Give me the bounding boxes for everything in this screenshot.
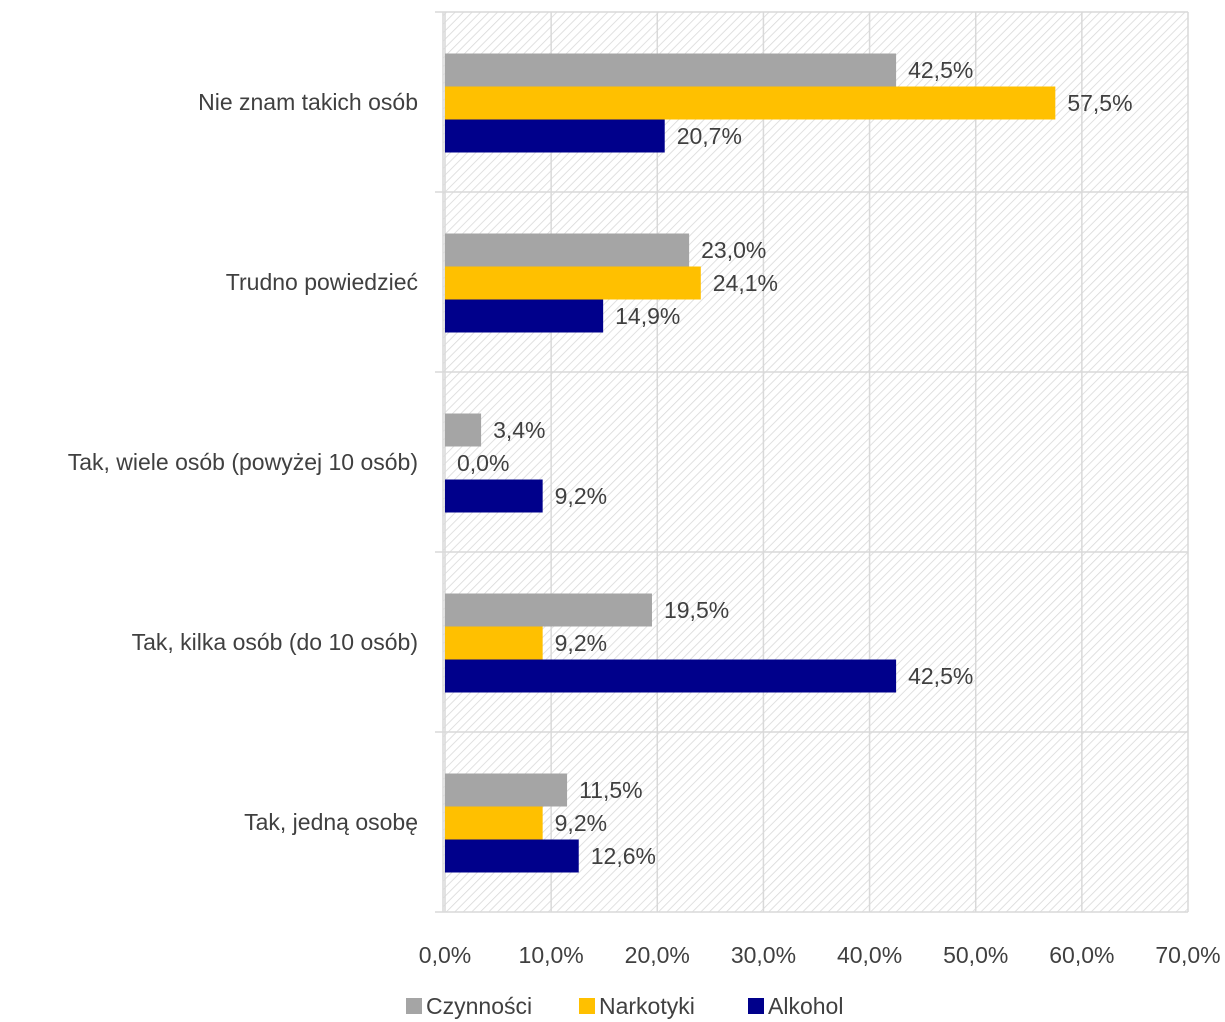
bar-narkotyki: [445, 626, 543, 660]
bar-czynności: [445, 593, 652, 627]
x-tick-label: 0,0%: [419, 942, 471, 968]
data-label: 11,5%: [579, 777, 643, 803]
data-label: 57,5%: [1067, 90, 1132, 116]
data-label: 12,6%: [591, 843, 656, 869]
plot-area: [443, 12, 1188, 912]
bar-czynności: [445, 233, 690, 267]
legend-label: Alkohol: [768, 993, 843, 1019]
data-label: 24,1%: [713, 270, 778, 296]
bar-narkotyki: [445, 806, 543, 840]
gridlines: [435, 11, 1189, 913]
bar-narkotyki: [445, 266, 701, 300]
legend-swatch-czynności: [406, 998, 422, 1014]
bar-alkohol: [445, 839, 579, 873]
x-tick-label: 60,0%: [1049, 942, 1114, 968]
bar-czynności: [445, 53, 897, 87]
category-label: Tak, jedną osobę: [244, 809, 418, 835]
x-tick-label: 30,0%: [731, 942, 796, 968]
legend: Czynności Narkotyki Alkohol: [406, 993, 843, 1019]
bar-alkohol: [445, 299, 604, 333]
bar-czynności: [445, 773, 568, 807]
legend-swatch-narkotyki: [579, 998, 595, 1014]
category-label: Tak, kilka osób (do 10 osób): [132, 629, 418, 655]
bar-alkohol: [445, 659, 897, 693]
x-tick-label: 70,0%: [1155, 942, 1220, 968]
category-label: Trudno powiedzieć: [226, 269, 418, 295]
legend-swatch-alkohol: [748, 998, 764, 1014]
bar-alkohol: [445, 479, 543, 513]
data-label: 23,0%: [701, 237, 766, 263]
legend-label: Czynności: [426, 993, 532, 1019]
category-label: Tak, wiele osób (powyżej 10 osób): [68, 449, 418, 475]
data-label: 9,2%: [555, 483, 607, 509]
legend-label: Narkotyki: [599, 993, 695, 1019]
x-tick-label: 10,0%: [519, 942, 584, 968]
x-tick-label: 40,0%: [837, 942, 902, 968]
data-label: 20,7%: [677, 123, 742, 149]
x-tick-label: 20,0%: [625, 942, 690, 968]
category-labels: Nie znam takich osób Trudno powiedzieć Tak…: [68, 89, 418, 835]
bars: [445, 53, 1056, 873]
data-label: 19,5%: [664, 597, 729, 623]
category-label: Nie znam takich osób: [198, 89, 418, 115]
x-axis-tick-labels: 0,0% 10,0% 20,0% 30,0% 40,0% 50,0% 60,0% 70,0%: [419, 942, 1221, 968]
x-tick-label: 50,0%: [943, 942, 1008, 968]
bar-alkohol: [445, 119, 665, 153]
data-label: 9,2%: [555, 630, 607, 656]
data-labels: 42,5% 57,5% 20,7% 23,0% 24,1% 14,9% 3,4% 0,0% 9,…: [457, 57, 1133, 869]
data-label: 9,2%: [555, 810, 607, 836]
data-label: 0,0%: [457, 450, 509, 476]
data-label: 42,5%: [908, 57, 973, 83]
bar-narkotyki: [445, 86, 1056, 120]
bar-czynności: [445, 413, 482, 447]
data-label: 3,4%: [493, 417, 545, 443]
data-label: 14,9%: [615, 303, 680, 329]
data-label: 42,5%: [908, 663, 973, 689]
